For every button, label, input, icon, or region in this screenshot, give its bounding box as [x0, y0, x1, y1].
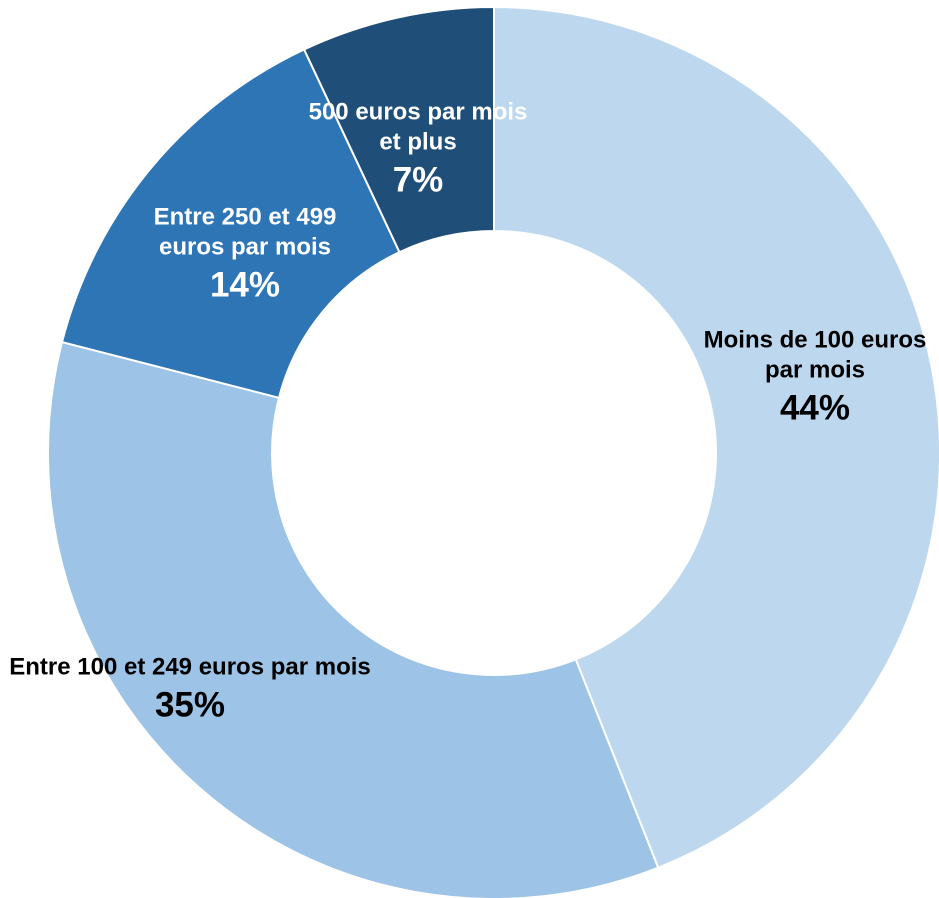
category-label: Entre 100 et 249 euros par mois — [9, 653, 371, 681]
category-label: Entre 250 et 499 euros par mois — [153, 203, 337, 261]
donut-slice — [493, 5, 939, 869]
value-label: 44% — [779, 388, 851, 428]
category-label: Moins de 100 euros par mois — [703, 326, 927, 384]
value-label: 14% — [209, 265, 281, 305]
slice-label: Moins de 100 euros par mois 44% — [695, 325, 935, 431]
value-label: 7% — [392, 160, 444, 200]
donut-slice — [302, 5, 495, 254]
value-label: 35% — [154, 685, 226, 725]
donut-slice — [60, 48, 401, 400]
category-label: 500 euros par mois et plus — [308, 98, 528, 156]
slice-label: Entre 250 et 499 euros par mois 14% — [135, 202, 355, 308]
slice-label: 500 euros par mois et plus 7% — [303, 97, 533, 203]
donut-slice — [47, 340, 660, 898]
slice-label: Entre 100 et 249 euros par mois 35% — [5, 652, 375, 728]
